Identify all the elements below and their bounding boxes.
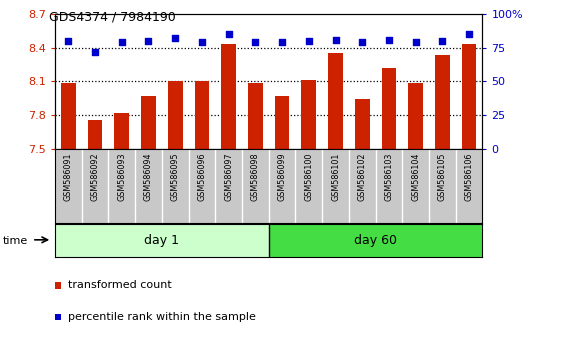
Bar xyxy=(221,44,236,149)
Bar xyxy=(141,96,156,149)
Point xyxy=(278,40,287,45)
Text: GSM586095: GSM586095 xyxy=(171,152,180,201)
Point xyxy=(465,32,473,37)
Bar xyxy=(275,96,289,149)
Text: day 1: day 1 xyxy=(144,234,180,247)
Text: GSM586096: GSM586096 xyxy=(197,152,206,201)
Text: GSM586099: GSM586099 xyxy=(278,152,287,201)
Text: GSM586094: GSM586094 xyxy=(144,152,153,201)
Bar xyxy=(462,44,476,149)
Text: GSM586105: GSM586105 xyxy=(438,152,447,201)
Point xyxy=(411,40,420,45)
Bar xyxy=(168,81,182,149)
Text: percentile rank within the sample: percentile rank within the sample xyxy=(68,312,256,322)
Point xyxy=(251,40,260,45)
Text: GDS4374 / 7984190: GDS4374 / 7984190 xyxy=(49,11,176,24)
Text: GSM586093: GSM586093 xyxy=(117,152,126,201)
Bar xyxy=(408,82,423,149)
Text: GSM586097: GSM586097 xyxy=(224,152,233,201)
Point xyxy=(384,37,393,42)
Text: GSM586091: GSM586091 xyxy=(64,152,73,201)
Point xyxy=(171,35,180,41)
Bar xyxy=(328,53,343,149)
Point xyxy=(438,38,447,44)
Point xyxy=(304,38,313,44)
Bar xyxy=(55,224,269,257)
Bar xyxy=(88,120,103,149)
Bar xyxy=(61,82,76,149)
Point xyxy=(90,49,99,55)
Bar xyxy=(435,55,450,149)
Point xyxy=(197,40,206,45)
Text: transformed count: transformed count xyxy=(68,280,172,290)
Bar xyxy=(269,224,482,257)
Bar xyxy=(114,113,129,149)
Point xyxy=(117,40,126,45)
Bar xyxy=(195,81,209,149)
Point xyxy=(358,40,367,45)
Point xyxy=(331,37,340,42)
Text: GSM586106: GSM586106 xyxy=(465,152,473,201)
Text: GSM586100: GSM586100 xyxy=(304,152,313,201)
Text: GSM586101: GSM586101 xyxy=(331,152,340,201)
Text: time: time xyxy=(3,236,28,246)
Bar xyxy=(248,82,263,149)
Text: GSM586103: GSM586103 xyxy=(384,152,393,201)
Point xyxy=(224,32,233,37)
Text: GSM586092: GSM586092 xyxy=(90,152,99,201)
Text: day 60: day 60 xyxy=(354,234,397,247)
Bar xyxy=(381,68,396,149)
Point xyxy=(144,38,153,44)
Text: GSM586104: GSM586104 xyxy=(411,152,420,201)
Text: GSM586098: GSM586098 xyxy=(251,152,260,201)
Text: GSM586102: GSM586102 xyxy=(358,152,367,201)
Bar xyxy=(355,99,370,149)
Point xyxy=(64,38,73,44)
Bar xyxy=(301,80,316,149)
